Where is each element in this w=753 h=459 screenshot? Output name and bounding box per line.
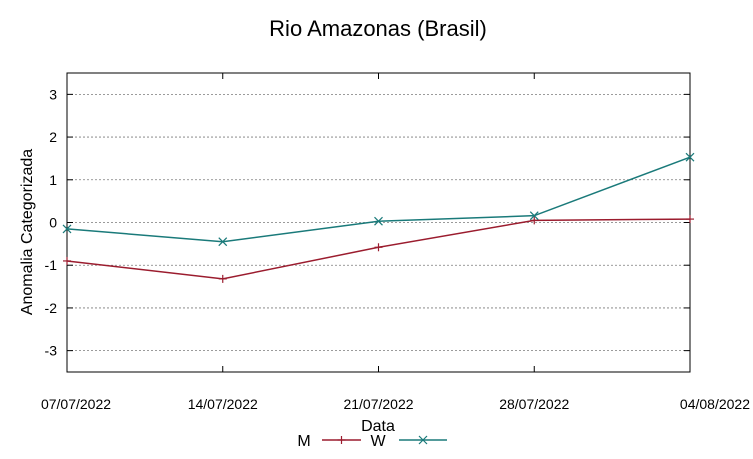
- data-point-m: [63, 256, 71, 265]
- data-point-m: [374, 243, 383, 252]
- legend-marker: [418, 435, 428, 445]
- y-tick-label: 1: [49, 172, 57, 188]
- x-tick-label: 04/08/2022: [680, 396, 750, 412]
- data-point-w: [685, 152, 695, 162]
- data-point-w: [374, 216, 383, 226]
- x-axis-label: Data: [361, 418, 395, 435]
- y-tick-label: 2: [49, 129, 57, 145]
- y-tick-label: -1: [45, 257, 58, 273]
- x-tick-label: 07/07/2022: [41, 396, 111, 412]
- y-tick-label: -3: [45, 343, 58, 359]
- x-tick-label: 21/07/2022: [343, 396, 413, 412]
- legend-item-m: M: [297, 433, 361, 450]
- legend-label: W: [370, 433, 386, 450]
- data-point-m: [686, 215, 694, 224]
- legend-label: M: [297, 433, 310, 450]
- data-point-w: [62, 224, 72, 234]
- x-axis: 07/07/2022 14/07/2022 21/07/2022 28/07/2022…: [41, 73, 750, 412]
- data-point-m: [218, 274, 227, 283]
- x-tick-label: 28/07/2022: [499, 396, 569, 412]
- data-point-m: [530, 216, 539, 225]
- x-tick-label: 14/07/2022: [188, 396, 258, 412]
- data-point-w: [218, 237, 228, 247]
- legend-item-w: W: [370, 433, 447, 450]
- y-tick-label: 3: [49, 86, 57, 102]
- y-axis: 3 2 1 0 -1 -2 -3: [45, 86, 690, 359]
- series-layer: [62, 152, 695, 283]
- chart-title: Rio Amazonas (Brasil): [269, 16, 487, 41]
- data-point-w: [529, 211, 539, 221]
- y-tick-label: 0: [49, 215, 57, 231]
- y-axis-label: Anomalia Categorizada: [19, 149, 36, 315]
- legend-marker: [337, 436, 346, 444]
- y-tick-label: -2: [45, 300, 58, 316]
